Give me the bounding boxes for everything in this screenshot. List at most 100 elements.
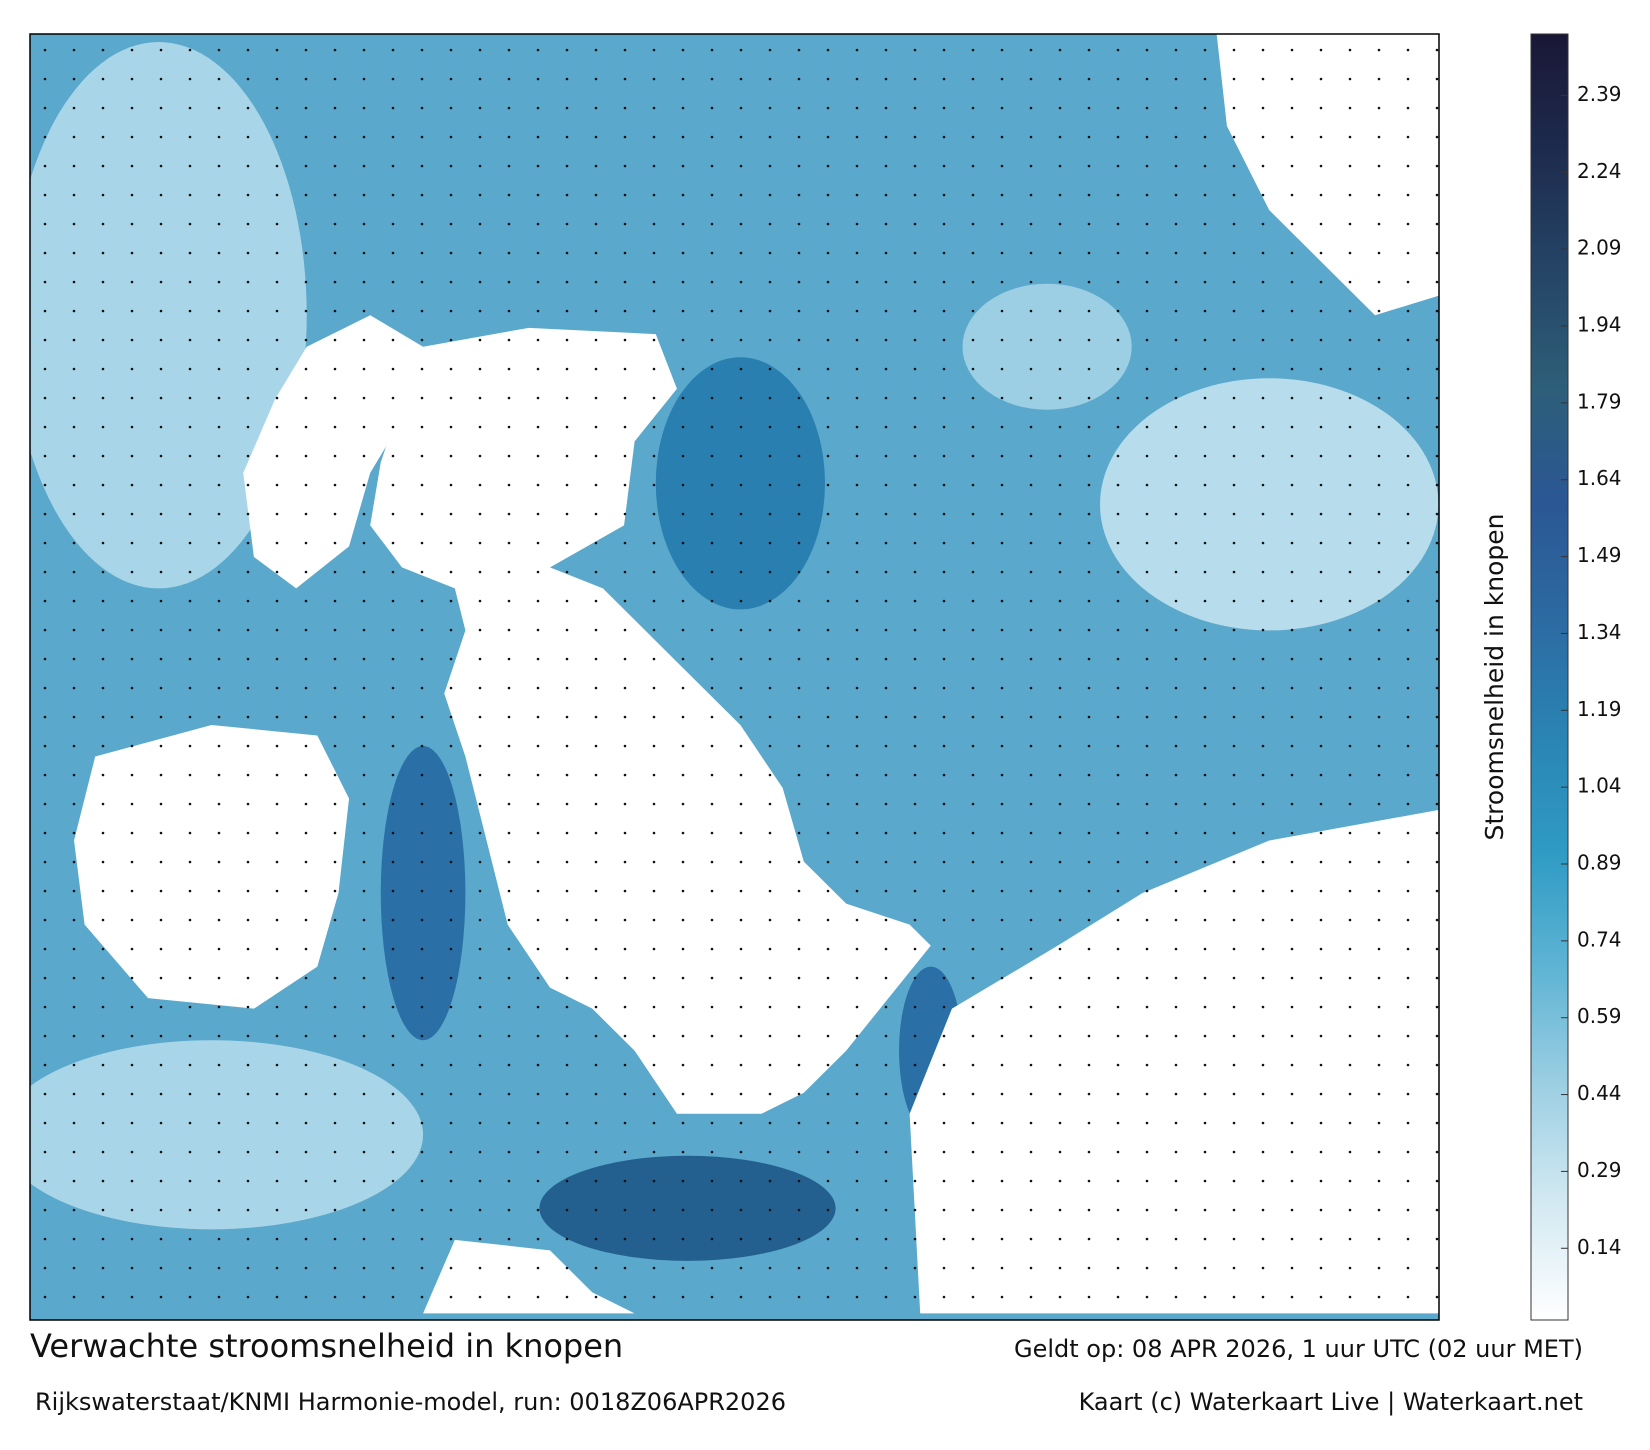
grid-dot [1000,222,1004,226]
grid-dot [884,48,888,52]
grid-dot [1203,1150,1207,1154]
grid-dot [1290,512,1294,516]
grid-dot [884,1150,888,1154]
grid-dot [1029,947,1033,951]
grid-dot [1348,164,1352,168]
grid-dot [1348,1005,1352,1009]
grid-dot [710,570,714,574]
grid-dot [971,1179,975,1183]
grid-dot [942,338,946,342]
grid-dot [826,396,830,400]
grid-dot [159,106,163,110]
grid-dot [72,512,76,516]
grid-dot [739,77,743,81]
grid-dot [72,193,76,197]
grid-dot [1290,454,1294,458]
grid-dot [1145,1005,1149,1009]
grid-dot [43,512,47,516]
grid-dot [942,1121,946,1125]
grid-dot [710,222,714,226]
grid-dot [391,454,395,458]
grid-dot [1029,309,1033,313]
grid-dot [594,1295,598,1299]
grid-dot [1261,77,1265,81]
grid-dot [1145,744,1149,748]
grid-dot [623,396,627,400]
grid-dot [391,686,395,690]
grid-dot [826,1150,830,1154]
grid-dot [681,512,685,516]
grid-dot [449,425,453,429]
grid-dot [43,744,47,748]
grid-dot [1377,222,1381,226]
grid-dot [1406,1150,1410,1154]
grid-dot [1319,1034,1323,1038]
grid-dot [536,918,540,922]
grid-dot [1000,164,1004,168]
grid-dot [884,947,888,951]
grid-dot [1087,454,1091,458]
grid-dot [565,77,569,81]
grid-dot [942,657,946,661]
grid-dot [362,1237,366,1241]
grid-dot [1261,686,1265,690]
grid-dot [304,918,308,922]
grid-dot [536,106,540,110]
grid-dot [449,715,453,719]
grid-dot [1232,135,1236,139]
grid-dot [72,657,76,661]
grid-dot [594,889,598,893]
grid-dot [1319,309,1323,313]
grid-dot [884,367,888,371]
grid-dot [246,715,250,719]
grid-dot [710,309,714,313]
grid-dot [1203,1092,1207,1096]
grid-dot [1406,1121,1410,1125]
grid-dot [1000,831,1004,835]
grid-dot [1435,512,1439,516]
grid-dot [478,309,482,313]
grid-dot [1203,338,1207,342]
grid-dot [565,135,569,139]
grid-dot [304,1266,308,1270]
grid-dot [797,773,801,777]
grid-dot [623,889,627,893]
grid-dot [536,976,540,980]
grid-dot [1290,1121,1294,1125]
grid-dot [1406,773,1410,777]
grid-dot [681,309,685,313]
grid-dot [159,367,163,371]
grid-dot [536,657,540,661]
grid-dot [1116,1266,1120,1270]
grid-dot [1377,1034,1381,1038]
grid-dot [1000,396,1004,400]
grid-dot [565,860,569,864]
grid-dot [72,1092,76,1096]
grid-dot [652,889,656,893]
grid-dot [768,773,772,777]
grid-dot [478,396,482,400]
grid-dot [507,1005,511,1009]
grid-dot [623,628,627,632]
grid-dot [1058,338,1062,342]
grid-dot [1174,657,1178,661]
grid-dot [681,541,685,545]
grid-dot [1377,860,1381,864]
grid-dot [1406,570,1410,574]
grid-dot [101,657,105,661]
grid-dot [1203,831,1207,835]
grid-dot [1290,686,1294,690]
grid-dot [1406,454,1410,458]
grid-dot [681,889,685,893]
grid-dot [1261,280,1265,284]
grid-dot [362,860,366,864]
grid-dot [43,1237,47,1241]
grid-dot [797,889,801,893]
grid-dot [304,976,308,980]
grid-dot [391,599,395,603]
grid-dot [768,1237,772,1241]
grid-dot [1290,744,1294,748]
grid-dot [536,1121,540,1125]
grid-dot [159,222,163,226]
grid-dot [1058,309,1062,313]
